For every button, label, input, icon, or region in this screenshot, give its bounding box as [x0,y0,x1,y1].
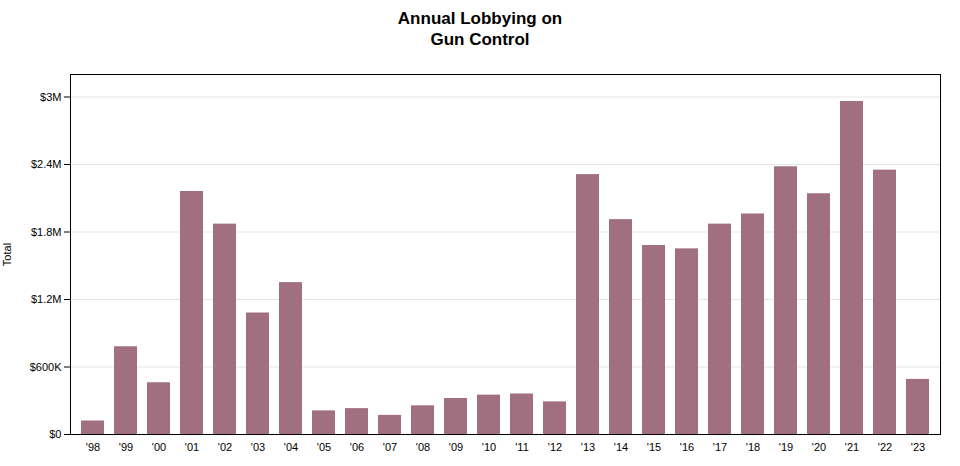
svg-text:$0: $0 [49,428,61,440]
svg-text:'06: '06 [350,441,364,453]
svg-text:'19: '19 [779,441,793,453]
svg-text:'11: '11 [515,441,529,453]
svg-text:'99: '99 [119,441,133,453]
svg-text:'20: '20 [812,441,826,453]
svg-text:$1.2M: $1.2M [31,293,62,305]
svg-text:'08: '08 [416,441,430,453]
svg-text:'04: '04 [284,441,298,453]
svg-text:$1.8M: $1.8M [31,226,62,238]
svg-text:'18: '18 [746,441,760,453]
svg-text:'07: '07 [383,441,397,453]
svg-text:$2.4M: $2.4M [31,158,62,170]
svg-text:'12: '12 [548,441,562,453]
svg-text:'98: '98 [86,441,100,453]
svg-text:'14: '14 [614,441,628,453]
svg-text:'16: '16 [680,441,694,453]
svg-text:'10: '10 [482,441,496,453]
svg-text:$3M: $3M [40,91,61,103]
svg-text:'22: '22 [878,441,892,453]
svg-text:'02: '02 [218,441,232,453]
svg-text:'21: '21 [845,441,859,453]
svg-text:'17: '17 [713,441,727,453]
svg-text:'09: '09 [449,441,463,453]
svg-text:Total: Total [1,243,13,266]
svg-text:'03: '03 [251,441,265,453]
svg-text:'13: '13 [581,441,595,453]
html-text:Annual Lobbying on Gun Control: Annual Lobbying on Gun Control [397,9,563,49]
svg-text:'05: '05 [317,441,331,453]
svg-text:'15: '15 [647,441,661,453]
svg-text:$600K: $600K [30,361,62,373]
svg-text:'00: '00 [152,441,166,453]
svg-text:'23: '23 [911,441,925,453]
svg-text:'01: '01 [185,441,199,453]
